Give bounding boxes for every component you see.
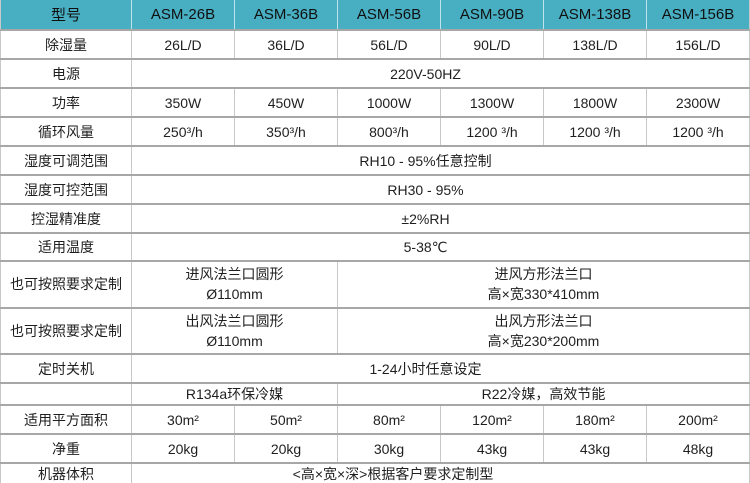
value-cell: 43kg (543, 433, 647, 464)
row-humidity-adjustable-range: 湿度可调范围 RH10 - 95%任意控制 (0, 145, 750, 175)
row-label-cell: 机器体积 (0, 462, 132, 483)
merged-value-cell: 5-38℃ (131, 232, 750, 261)
model-header-cell: ASM-90B (440, 0, 544, 30)
row-machine-volume: 机器体积 <高×宽×深>根据客户要求定制型 (0, 462, 750, 483)
value-cell: 1000W (337, 87, 441, 117)
row-custom-air-inlet: 也可按照要求定制 进风法兰口圆形 Ø110mm 进风方形法兰口 高×宽330*4… (0, 260, 750, 308)
header-label-cell: 型号 (0, 0, 132, 30)
row-label-cell: 电源 (0, 58, 132, 88)
inlet-square-flange-line2: 高×宽330*410mm (487, 286, 600, 303)
row-label-cell: 控湿精准度 (0, 203, 132, 233)
merged-value-cell: 220V-50HZ (131, 58, 750, 88)
inlet-round-flange-line2: Ø110mm (206, 286, 263, 303)
model-header-cell: ASM-156B (646, 0, 750, 30)
row-label-cell: 净重 (0, 433, 132, 464)
outlet-square-flange-line1: 出风方形法兰口 (494, 312, 593, 329)
row-net-weight: 净重 20kg 20kg 30kg 43kg 43kg 48kg (0, 433, 750, 464)
value-cell: 30m² (131, 404, 235, 435)
value-cell: 20kg (131, 433, 235, 464)
row-label-cell: 也可按照要求定制 (0, 260, 132, 308)
row-label-cell: 功率 (0, 87, 132, 117)
value-cell: 48kg (646, 433, 750, 464)
merged-value-cell: 进风法兰口圆形 Ø110mm (131, 260, 338, 308)
value-cell: 50m² (234, 404, 338, 435)
merged-value-cell: 出风方形法兰口 高×宽230*200mm (337, 306, 750, 355)
model-header-cell: ASM-26B (131, 0, 235, 30)
value-cell: 180m² (543, 404, 647, 435)
value-cell: 450W (234, 87, 338, 117)
row-label-cell (0, 382, 132, 406)
row-dehumidifying-capacity: 除湿量 26L/D 36L/D 56L/D 90L/D 138L/D 156L/… (0, 29, 750, 59)
value-cell: 20kg (234, 433, 338, 464)
row-label-cell: 定时关机 (0, 353, 132, 384)
outlet-square-flange-line2: 高×宽230*200mm (487, 332, 600, 349)
merged-value-cell: 出风法兰口圆形 Ø110mm (131, 306, 338, 355)
row-applicable-temperature: 适用温度 5-38℃ (0, 232, 750, 261)
row-label-cell: 湿度可调范围 (0, 145, 132, 175)
value-cell: 120m² (440, 404, 544, 435)
value-cell: 2300W (646, 87, 750, 117)
merged-value-cell: RH10 - 95%任意控制 (131, 145, 750, 175)
row-humidity-control-precision: 控湿精准度 ±2%RH (0, 203, 750, 233)
value-cell: 36L/D (234, 29, 338, 59)
value-cell: 1200 ³/h (543, 116, 647, 146)
row-label-cell: 循环风量 (0, 116, 132, 146)
merged-value-cell: <高×宽×深>根据客户要求定制型 (131, 462, 750, 483)
row-label-cell: 适用平方面积 (0, 404, 132, 435)
row-power-supply: 电源 220V-50HZ (0, 58, 750, 88)
value-cell: 250³/h (131, 116, 235, 146)
merged-value-cell: 1-24小时任意设定 (131, 353, 750, 384)
model-header-cell: ASM-36B (234, 0, 338, 30)
merged-value-cell: 进风方形法兰口 高×宽330*410mm (337, 260, 750, 308)
value-cell: 138L/D (543, 29, 647, 59)
row-air-circulation: 循环风量 250³/h 350³/h 800³/h 1200 ³/h 1200 … (0, 116, 750, 146)
value-cell: 1200 ³/h (440, 116, 544, 146)
header-row: 型号 ASM-26B ASM-36B ASM-56B ASM-90B ASM-1… (0, 0, 750, 30)
value-cell: 350W (131, 87, 235, 117)
value-cell: 1800W (543, 87, 647, 117)
value-cell: 26L/D (131, 29, 235, 59)
merged-value-cell: ±2%RH (131, 203, 750, 233)
value-cell: 90L/D (440, 29, 544, 59)
inlet-square-flange-line1: 进风方形法兰口 (494, 266, 593, 282)
value-cell: 200m² (646, 404, 750, 435)
value-cell: 80m² (337, 404, 441, 435)
model-header-cell: ASM-56B (337, 0, 441, 30)
value-cell: 800³/h (337, 116, 441, 146)
value-cell: 350³/h (234, 116, 338, 146)
row-label-cell: 也可按照要求定制 (0, 306, 132, 355)
outlet-round-flange-line2: Ø110mm (206, 332, 263, 349)
value-cell: 1200 ³/h (646, 116, 750, 146)
row-label-cell: 湿度可控范围 (0, 174, 132, 204)
value-cell: 156L/D (646, 29, 750, 59)
row-humidity-controllable-range: 湿度可控范围 RH30 - 95% (0, 174, 750, 204)
outlet-round-flange-line1: 出风法兰口圆形 (185, 312, 284, 329)
refrigerant-r134a-cell: R134a环保冷媒 (131, 382, 338, 406)
row-timer-shutdown: 定时关机 1-24小时任意设定 (0, 353, 750, 384)
value-cell: 43kg (440, 433, 544, 464)
value-cell: 1300W (440, 87, 544, 117)
refrigerant-r22-cell: R22冷媒，高效节能 (337, 382, 750, 406)
model-header-cell: ASM-138B (543, 0, 647, 30)
row-applicable-area: 适用平方面积 30m² 50m² 80m² 120m² 180m² 200m² (0, 404, 750, 435)
merged-value-cell: RH30 - 95% (131, 174, 750, 204)
value-cell: 56L/D (337, 29, 441, 59)
value-cell: 30kg (337, 433, 441, 464)
row-label-cell: 除湿量 (0, 29, 132, 59)
row-label-cell: 适用温度 (0, 232, 132, 261)
row-power: 功率 350W 450W 1000W 1300W 1800W 2300W (0, 87, 750, 117)
inlet-round-flange-line1: 进风法兰口圆形 (185, 266, 284, 282)
row-custom-air-outlet: 也可按照要求定制 出风法兰口圆形 Ø110mm 出风方形法兰口 高×宽230*2… (0, 306, 750, 355)
row-refrigerant: R134a环保冷媒 R22冷媒，高效节能 (0, 382, 750, 406)
